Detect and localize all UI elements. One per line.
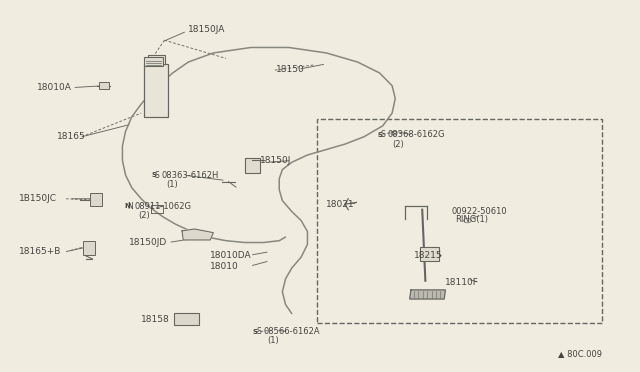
Polygon shape xyxy=(182,229,213,240)
Bar xyxy=(317,119,602,323)
Text: 18010: 18010 xyxy=(211,262,239,271)
Bar xyxy=(83,241,95,254)
Bar xyxy=(148,55,165,64)
Text: (1): (1) xyxy=(267,336,279,346)
Text: 18150: 18150 xyxy=(276,65,305,74)
Text: 18158: 18158 xyxy=(141,315,170,324)
Text: 18010A: 18010A xyxy=(36,83,72,92)
Text: S: S xyxy=(377,132,382,138)
Text: S: S xyxy=(154,171,159,180)
Bar xyxy=(90,193,102,206)
Text: (2): (2) xyxy=(138,211,150,219)
Text: 00922-50610: 00922-50610 xyxy=(452,207,508,216)
Text: 18021: 18021 xyxy=(326,200,355,209)
Bar xyxy=(420,247,439,262)
Text: 18150J: 18150J xyxy=(260,156,292,165)
Text: 08911-1062G: 08911-1062G xyxy=(135,202,192,211)
Text: 08368-6162G: 08368-6162G xyxy=(388,131,445,140)
Text: N: N xyxy=(124,203,130,209)
Text: 18010DA: 18010DA xyxy=(211,251,252,260)
Text: S: S xyxy=(380,131,385,140)
Polygon shape xyxy=(410,290,445,299)
Text: S: S xyxy=(252,329,257,335)
Text: 1B150JC: 1B150JC xyxy=(19,194,57,203)
Text: 08363-6162H: 08363-6162H xyxy=(162,171,220,180)
Text: 18150JA: 18150JA xyxy=(188,25,226,34)
Text: 18150JD: 18150JD xyxy=(129,238,167,247)
Text: (1): (1) xyxy=(167,180,179,189)
Text: N: N xyxy=(128,202,134,211)
Bar xyxy=(244,158,260,173)
Text: S: S xyxy=(256,327,261,336)
Bar xyxy=(174,313,199,325)
Text: ▲ 80C.009: ▲ 80C.009 xyxy=(558,349,602,358)
Text: 18165+B: 18165+B xyxy=(19,247,61,256)
Bar xyxy=(145,64,168,117)
Text: RING(1): RING(1) xyxy=(455,215,488,224)
Bar xyxy=(99,82,109,89)
Text: S: S xyxy=(151,172,156,178)
Text: (2): (2) xyxy=(392,140,404,148)
Text: 08566-6162A: 08566-6162A xyxy=(264,327,320,336)
Text: 18215: 18215 xyxy=(414,251,443,260)
Bar xyxy=(144,57,163,66)
Text: 18110F: 18110F xyxy=(445,278,479,287)
Text: 18165: 18165 xyxy=(56,132,85,141)
